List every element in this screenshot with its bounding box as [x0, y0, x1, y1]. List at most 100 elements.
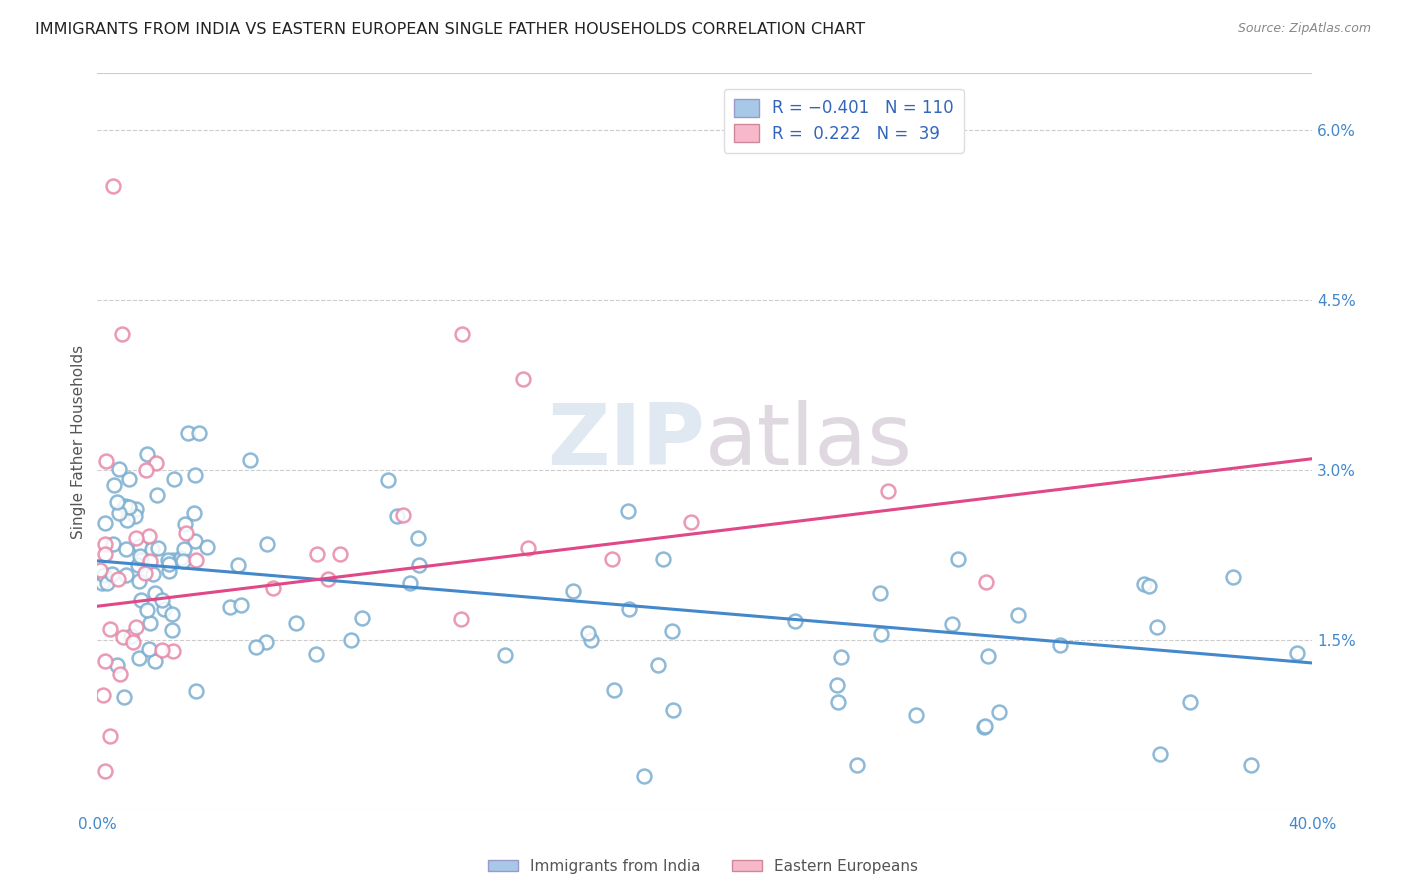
Point	[96, 576, 118, 591]
Point	[115, 513, 138, 527]
Point	[494, 648, 516, 662]
Legend: Immigrants from India, Eastern Europeans: Immigrants from India, Eastern Europeans	[482, 853, 924, 880]
Point	[96, 454, 118, 468]
Point	[93, 516, 115, 531]
Point	[651, 551, 673, 566]
Point	[141, 542, 163, 557]
Point	[825, 678, 848, 692]
Point	[143, 586, 166, 600]
Point	[162, 553, 184, 567]
Point	[101, 566, 124, 581]
Point	[134, 566, 156, 580]
Point	[138, 528, 160, 542]
Point	[136, 447, 159, 461]
Point	[450, 326, 472, 341]
Point	[830, 650, 852, 665]
Point	[125, 620, 148, 634]
Point	[329, 547, 352, 561]
Point	[124, 508, 146, 523]
Point	[184, 468, 207, 483]
Point	[129, 593, 152, 607]
Point	[387, 509, 409, 524]
Point	[118, 473, 141, 487]
Point	[1133, 577, 1156, 591]
Point	[118, 500, 141, 514]
Point	[229, 598, 252, 612]
Point	[143, 654, 166, 668]
Point	[112, 630, 135, 644]
Y-axis label: Single Father Households: Single Father Households	[72, 344, 86, 539]
Point	[142, 566, 165, 581]
Point	[1222, 570, 1244, 584]
Point	[226, 558, 249, 572]
Point	[307, 547, 329, 561]
Point	[977, 648, 1000, 663]
Point	[120, 629, 142, 643]
Point	[195, 540, 218, 554]
Point	[512, 372, 534, 386]
Point	[160, 623, 183, 637]
Point	[150, 642, 173, 657]
Point	[392, 508, 415, 522]
Point	[516, 541, 538, 555]
Point	[284, 616, 307, 631]
Point	[1137, 579, 1160, 593]
Point	[877, 484, 900, 499]
Point	[128, 574, 150, 589]
Point	[157, 558, 180, 572]
Point	[1149, 747, 1171, 761]
Point	[681, 515, 703, 529]
Point	[406, 531, 429, 545]
Point	[183, 506, 205, 520]
Point	[974, 575, 997, 590]
Point	[108, 506, 131, 520]
Point	[350, 610, 373, 624]
Point	[845, 758, 868, 772]
Point	[138, 641, 160, 656]
Point	[183, 534, 205, 549]
Point	[98, 729, 121, 743]
Point	[1240, 758, 1263, 772]
Point	[173, 542, 195, 557]
Point	[91, 688, 114, 702]
Point	[450, 612, 472, 626]
Point	[305, 647, 328, 661]
Point	[562, 583, 585, 598]
Point	[115, 568, 138, 582]
Point	[946, 552, 969, 566]
Text: IMMIGRANTS FROM INDIA VS EASTERN EUROPEAN SINGLE FATHER HOUSEHOLDS CORRELATION C: IMMIGRANTS FROM INDIA VS EASTERN EUROPEA…	[35, 22, 865, 37]
Point	[1146, 620, 1168, 634]
Point	[114, 499, 136, 513]
Point	[186, 684, 208, 698]
Point	[94, 764, 117, 778]
Point	[94, 547, 117, 561]
Point	[616, 504, 638, 518]
Point	[107, 572, 129, 586]
Point	[128, 651, 150, 665]
Point	[139, 615, 162, 630]
Point	[127, 558, 149, 573]
Point	[186, 553, 208, 567]
Point	[91, 576, 114, 591]
Point	[146, 488, 169, 502]
Point	[1049, 638, 1071, 652]
Point	[135, 463, 157, 477]
Point	[662, 703, 685, 717]
Point	[153, 602, 176, 616]
Point	[1007, 607, 1029, 622]
Point	[1285, 647, 1308, 661]
Point	[987, 705, 1010, 719]
Point	[108, 667, 131, 681]
Text: ZIP: ZIP	[547, 401, 704, 483]
Point	[156, 553, 179, 567]
Point	[1180, 695, 1202, 709]
Point	[783, 614, 806, 628]
Point	[139, 554, 162, 568]
Point	[617, 601, 640, 615]
Text: atlas: atlas	[704, 401, 912, 483]
Point	[160, 607, 183, 621]
Point	[101, 537, 124, 551]
Point	[661, 624, 683, 638]
Point	[827, 695, 849, 709]
Point	[941, 616, 963, 631]
